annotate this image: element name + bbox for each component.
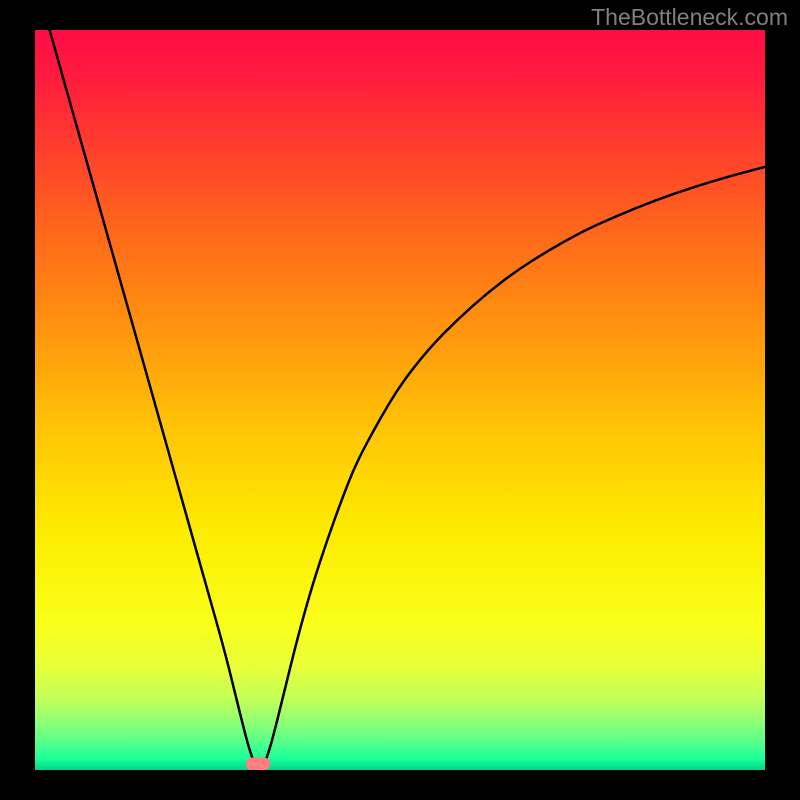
chart-plot-area	[35, 30, 765, 770]
minimum-marker	[246, 758, 270, 770]
bottleneck-curve	[35, 30, 765, 770]
watermark-text: TheBottleneck.com	[591, 4, 788, 31]
